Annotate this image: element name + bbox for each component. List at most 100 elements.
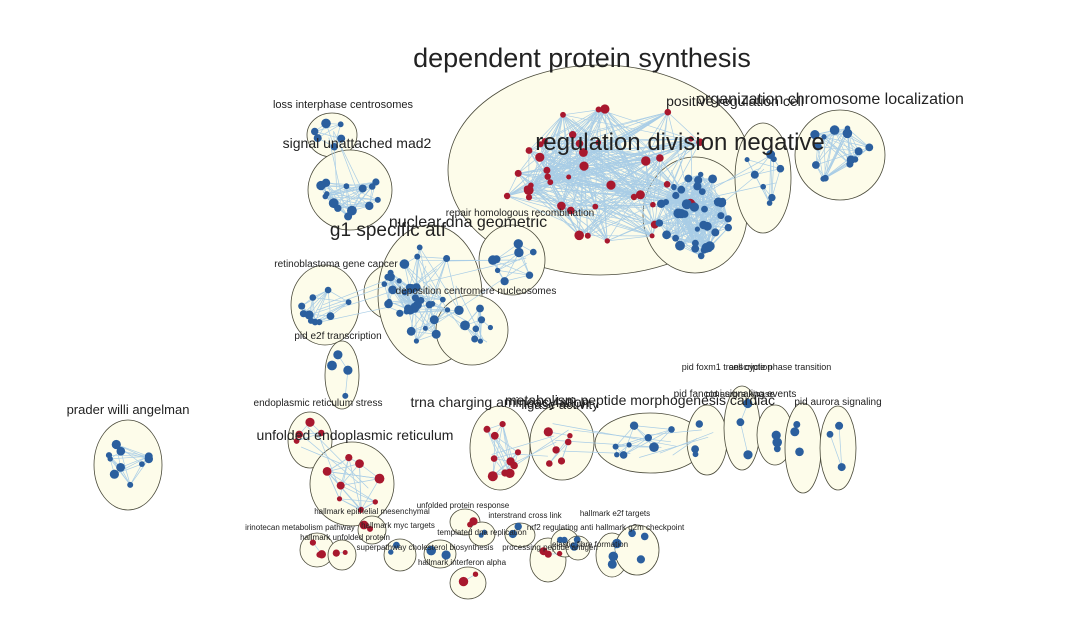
gene-set-node[interactable] [488, 255, 498, 265]
gene-set-node[interactable] [322, 467, 332, 476]
gene-set-node[interactable] [472, 325, 480, 333]
gene-set-node[interactable] [657, 199, 666, 208]
gene-set-node[interactable] [309, 539, 316, 546]
gene-set-node[interactable] [821, 134, 827, 140]
gene-set-node[interactable] [416, 244, 423, 251]
gene-set-node[interactable] [490, 431, 499, 440]
gene-set-node[interactable] [374, 473, 385, 484]
gene-set-node[interactable] [592, 203, 599, 210]
gene-set-node[interactable] [822, 174, 829, 182]
gene-set-node[interactable] [552, 446, 560, 454]
gene-set-node[interactable] [557, 201, 566, 211]
gene-set-node[interactable] [628, 529, 636, 538]
gene-set-node[interactable] [444, 307, 451, 313]
gene-set-node[interactable] [569, 542, 579, 551]
gene-set-node[interactable] [343, 183, 350, 190]
gene-set-node[interactable] [514, 169, 522, 177]
gene-set-node[interactable] [406, 326, 416, 336]
gene-set-node[interactable] [388, 549, 394, 555]
gene-set-node[interactable] [311, 127, 319, 136]
gene-set-node[interactable] [699, 220, 708, 230]
gene-set-node[interactable] [500, 277, 509, 286]
gene-set-node[interactable] [675, 240, 685, 251]
gene-set-node[interactable] [672, 191, 680, 200]
gene-set-node[interactable] [677, 185, 686, 194]
gene-set-node[interactable] [684, 174, 693, 183]
gene-set-node[interactable] [760, 183, 766, 190]
gene-set-node[interactable] [854, 147, 863, 156]
gene-set-node[interactable] [547, 179, 554, 186]
gene-set-node[interactable] [768, 193, 776, 202]
gene-set-node[interactable] [644, 434, 652, 442]
gene-set-node[interactable] [344, 212, 353, 221]
gene-set-node[interactable] [441, 550, 451, 560]
gene-set-node[interactable] [626, 442, 632, 448]
gene-set-node[interactable] [381, 281, 388, 287]
gene-set-node[interactable] [295, 430, 304, 439]
gene-set-node[interactable] [144, 452, 153, 461]
gene-set-node[interactable] [544, 173, 551, 180]
gene-set-node[interactable] [530, 248, 537, 256]
gene-set-node[interactable] [668, 426, 675, 433]
gene-set-node[interactable] [698, 171, 704, 178]
gene-set-node[interactable] [744, 157, 750, 163]
gene-set-node[interactable] [307, 317, 315, 324]
gene-set-node[interactable] [365, 201, 374, 211]
gene-set-node[interactable] [326, 312, 335, 320]
gene-set-node[interactable] [829, 125, 840, 135]
gene-set-node[interactable] [826, 430, 834, 438]
gene-set-node[interactable] [514, 247, 524, 258]
gene-set-node[interactable] [672, 234, 679, 242]
gene-set-node[interactable] [773, 445, 781, 453]
gene-set-node[interactable] [649, 233, 655, 239]
gene-set-node[interactable] [429, 301, 436, 307]
gene-set-node[interactable] [405, 283, 414, 292]
gene-set-node[interactable] [337, 134, 346, 143]
gene-set-node[interactable] [662, 230, 671, 240]
gene-set-node[interactable] [367, 525, 373, 532]
gene-set-node[interactable] [689, 202, 700, 212]
gene-set-node[interactable] [724, 215, 732, 223]
gene-set-node[interactable] [413, 338, 419, 344]
gene-set-node[interactable] [579, 148, 588, 157]
gene-set-node[interactable] [422, 325, 428, 331]
gene-set-node[interactable] [743, 398, 753, 409]
gene-set-node[interactable] [399, 259, 410, 269]
gene-set-node[interactable] [324, 286, 332, 294]
gene-set-node[interactable] [503, 192, 511, 200]
gene-set-node[interactable] [688, 136, 694, 142]
gene-set-node[interactable] [514, 449, 522, 456]
gene-set-node[interactable] [607, 559, 617, 569]
gene-set-node[interactable] [499, 421, 506, 428]
gene-set-node[interactable] [612, 443, 619, 450]
gene-set-node[interactable] [327, 360, 337, 371]
gene-set-node[interactable] [566, 174, 572, 180]
gene-set-node[interactable] [837, 463, 846, 472]
gene-set-node[interactable] [412, 283, 421, 292]
gene-set-node[interactable] [573, 536, 581, 544]
gene-set-node[interactable] [494, 267, 501, 274]
gene-set-node[interactable] [299, 310, 308, 318]
gene-set-node[interactable] [567, 206, 575, 215]
gene-set-node[interactable] [537, 141, 544, 148]
gene-set-node[interactable] [454, 305, 464, 315]
gene-set-node[interactable] [358, 506, 364, 513]
gene-set-node[interactable] [472, 571, 479, 577]
gene-set-node[interactable] [724, 223, 732, 232]
gene-set-node[interactable] [396, 278, 402, 284]
gene-set-node[interactable] [812, 161, 820, 169]
gene-set-node[interactable] [358, 184, 367, 193]
gene-set-node[interactable] [316, 551, 323, 558]
gene-set-node[interactable] [372, 178, 380, 186]
gene-set-node[interactable] [443, 255, 451, 262]
gene-set-node[interactable] [656, 154, 664, 162]
gene-set-node[interactable] [490, 455, 498, 462]
gene-set-node[interactable] [316, 319, 323, 326]
gene-set-node[interactable] [842, 128, 853, 139]
gene-set-node[interactable] [111, 439, 121, 450]
gene-set-node[interactable] [429, 315, 439, 325]
gene-set-node[interactable] [431, 329, 441, 339]
gene-set-node[interactable] [701, 205, 708, 213]
gene-set-node[interactable] [694, 226, 701, 232]
gene-set-node[interactable] [107, 456, 113, 462]
